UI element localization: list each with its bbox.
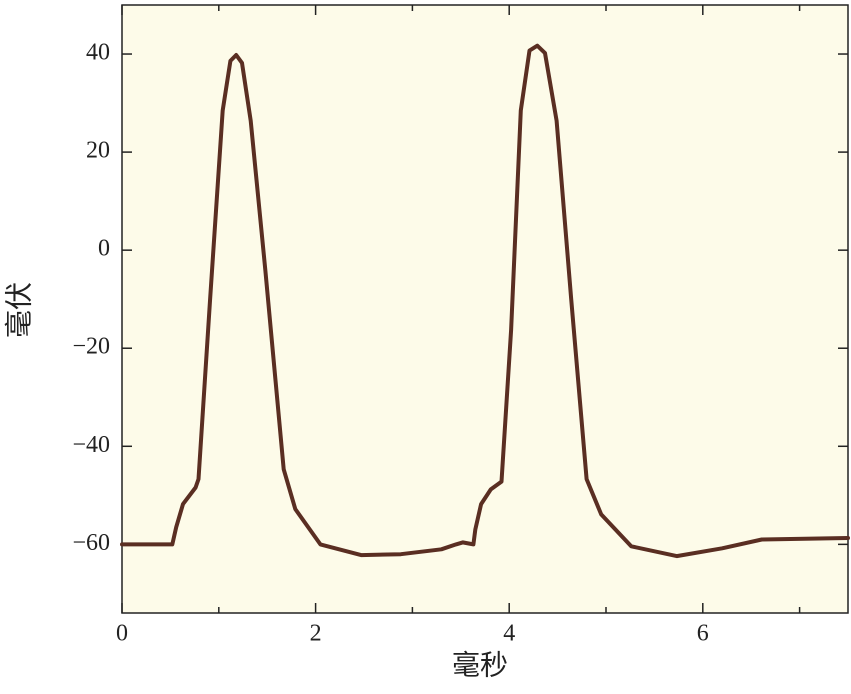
y-tick-label: 0 bbox=[98, 236, 110, 262]
y-tick-label: −20 bbox=[72, 334, 110, 360]
plot-area bbox=[121, 4, 849, 614]
line-series bbox=[120, 43, 850, 559]
y-axis-label: 毫伏 bbox=[3, 282, 35, 338]
x-tick-label: 2 bbox=[310, 621, 322, 647]
x-tick-label: 6 bbox=[697, 621, 709, 647]
x-axis-label: 毫秒 bbox=[452, 649, 508, 681]
y-tick-label: 20 bbox=[86, 138, 110, 164]
y-tick-label: −60 bbox=[72, 530, 110, 556]
y-tick-label: −40 bbox=[72, 432, 110, 458]
x-tick-label: 4 bbox=[503, 621, 515, 647]
y-tick-label: 40 bbox=[86, 40, 110, 66]
x-tick-label: 0 bbox=[116, 621, 128, 647]
